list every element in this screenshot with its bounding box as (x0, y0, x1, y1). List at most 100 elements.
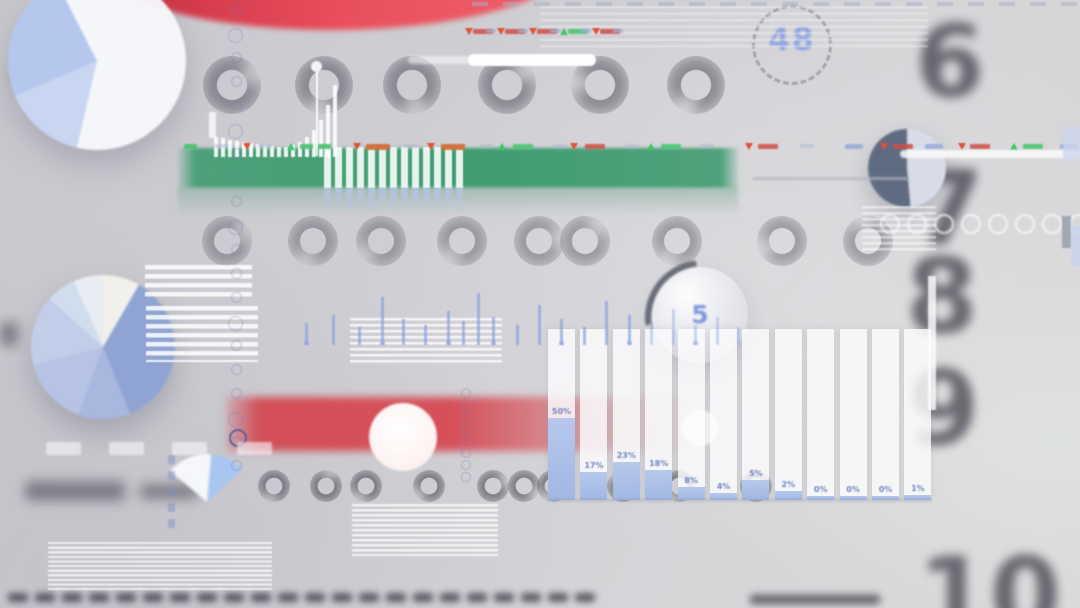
triangle-up-icon (560, 28, 568, 35)
band-bar (434, 147, 441, 188)
bar-fill (580, 472, 608, 500)
tick-dash (999, 2, 1015, 6)
tick-dash (565, 2, 581, 6)
histogram-bar (256, 144, 261, 157)
triangle-down-icon (353, 143, 361, 150)
band-bar-reflection (445, 188, 452, 210)
white-vbar (209, 112, 216, 138)
triangle-up-icon (498, 143, 506, 150)
triangle-up-icon (287, 143, 295, 150)
ticker-text-blob (568, 29, 588, 34)
band-bar-reflection (456, 188, 463, 216)
bar-value-label: 17% (584, 461, 604, 470)
bar-column (839, 329, 867, 500)
badge-rect (109, 442, 144, 455)
blurred-text-blob (116, 593, 136, 602)
triangle-down-icon (427, 143, 435, 150)
spike-base (693, 341, 698, 345)
bar-value-label: 23% (616, 451, 636, 460)
histogram-bar (326, 105, 331, 157)
blurred-text-blob (89, 593, 109, 602)
chain-glyph-icon (228, 220, 243, 235)
bar-value-label: 1% (911, 484, 925, 493)
ticker-text-blob (318, 144, 331, 149)
spike-bar (694, 325, 697, 345)
ticker-text-blob (473, 29, 493, 34)
bar-value-label: 4% (716, 482, 731, 491)
blurred-text-blob (170, 593, 190, 602)
ticker-text-blob (214, 144, 228, 148)
chain-glyph-icon (231, 244, 242, 255)
blurred-text-blob (548, 593, 568, 602)
chain-glyph-icon (461, 472, 471, 482)
blurred-text-blob (25, 481, 125, 501)
band-bar-reflection (335, 188, 342, 210)
chain-glyph-icon (231, 340, 242, 351)
chain-glyph-icon (231, 460, 242, 471)
chain-glyph-icon (461, 412, 471, 422)
bar-value-label: 2% (781, 480, 796, 489)
chain-glyph-icon (228, 412, 243, 427)
spike-bar (672, 309, 675, 345)
blurred-text-blob (305, 593, 325, 602)
chain-dash (168, 471, 175, 480)
bar-fill (904, 495, 932, 500)
ticker-text-blob (480, 144, 494, 148)
landolt-c-icon (652, 216, 702, 266)
badge-rect (172, 442, 207, 455)
bar-fill (677, 487, 705, 500)
tick-dash (1061, 2, 1077, 6)
band-bar-reflection (434, 188, 441, 216)
triangle-down-icon (880, 143, 888, 150)
band-bar (379, 147, 386, 188)
ticker-text-blob (1023, 144, 1043, 149)
blurred-text-blob (251, 593, 271, 602)
landolt-c-icon (258, 470, 290, 502)
blurred-text-blob (386, 593, 406, 602)
ticker-text-blob (550, 29, 560, 33)
ticker-text-blob (505, 29, 525, 34)
spike-base (446, 341, 451, 345)
tick-dash (1030, 2, 1046, 6)
histogram-bar (319, 120, 324, 157)
histogram-bar (333, 85, 338, 157)
triangle-down-icon (465, 28, 473, 35)
chain-glyph-icon (231, 172, 242, 183)
spike-bar (462, 321, 465, 345)
chain-glyph-icon (231, 4, 242, 15)
band-bar-reflection (324, 188, 331, 216)
triangle-down-icon (570, 143, 578, 150)
chain-glyph-icon (228, 28, 243, 43)
tick-dash (813, 2, 829, 6)
landolt-c-icon (413, 470, 445, 502)
circle-outline-icon (1015, 214, 1035, 234)
ticker-text-blob (486, 29, 496, 33)
bar-column (807, 329, 835, 500)
white-vbar (928, 276, 936, 410)
ticker-text-blob (700, 144, 714, 148)
bar-value-label: 0% (813, 485, 828, 494)
landolt-c-icon (437, 216, 487, 266)
bar-fill (839, 496, 867, 500)
triangle-down-icon (497, 28, 505, 35)
chain-glyph-icon (228, 316, 243, 331)
band-bar-reflection (346, 188, 353, 216)
blurred-text-blob (467, 593, 487, 602)
tick-dash (751, 2, 767, 6)
blurred-text-blob (494, 593, 514, 602)
ticker-text-blob (513, 144, 533, 149)
tick-dash (782, 2, 798, 6)
ticker-text-blob (800, 144, 814, 148)
chain-glyph-icon (228, 124, 243, 139)
landolt-c-icon (757, 216, 807, 266)
spike-bar (716, 317, 719, 345)
bar-fill (742, 480, 770, 500)
landolt-c-icon (383, 56, 441, 114)
spike-base (380, 341, 385, 345)
tick-dash (689, 2, 705, 6)
chain-glyph-icon (461, 400, 471, 410)
histogram-bar (263, 145, 268, 157)
spike-base (304, 341, 309, 345)
tick-dash (875, 2, 891, 6)
histogram-bar (228, 140, 233, 157)
